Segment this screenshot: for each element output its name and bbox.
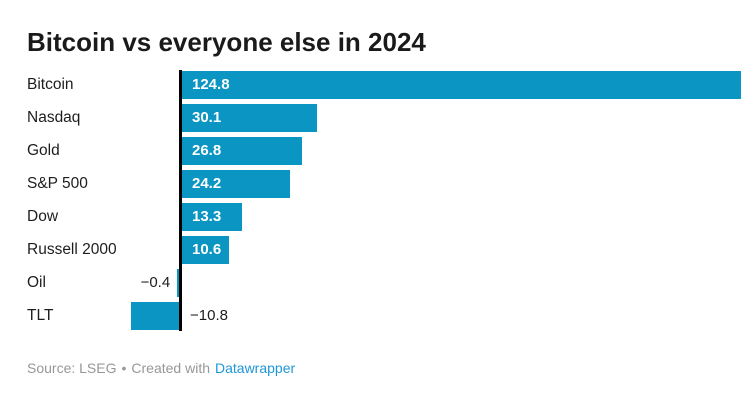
attribution-text: Created with (131, 360, 210, 376)
value-label: 13.3 (192, 208, 222, 225)
category-label: Russell 2000 (27, 241, 117, 258)
bar (130, 302, 179, 330)
category-label: Oil (27, 274, 46, 291)
value-label: 24.2 (192, 175, 222, 192)
category-label: TLT (27, 307, 54, 324)
bar (182, 170, 291, 198)
chart-title: Bitcoin vs everyone else in 2024 (27, 27, 426, 57)
category-label: Dow (27, 208, 59, 225)
value-label: −0.4 (140, 274, 171, 291)
footer-separator: • (121, 360, 127, 376)
source-text: Source: LSEG (27, 360, 117, 376)
value-label: 124.8 (192, 76, 230, 93)
zero-axis-line (179, 70, 182, 331)
bar (177, 269, 179, 297)
chart-footer: Source: LSEG • Created with Datawrapper (27, 360, 295, 377)
datawrapper-link[interactable]: Datawrapper (215, 360, 296, 376)
bar (182, 137, 303, 165)
bar (182, 104, 317, 132)
bar (182, 71, 742, 99)
value-label: 26.8 (192, 142, 222, 159)
value-label: −10.8 (190, 307, 228, 324)
category-label: S&P 500 (27, 175, 88, 192)
bar (182, 236, 230, 264)
value-label: 10.6 (192, 241, 222, 258)
category-label: Bitcoin (27, 76, 74, 93)
category-label: Nasdaq (27, 109, 81, 126)
bar (182, 203, 242, 231)
category-label: Gold (27, 142, 60, 159)
value-label: 30.1 (192, 109, 222, 126)
